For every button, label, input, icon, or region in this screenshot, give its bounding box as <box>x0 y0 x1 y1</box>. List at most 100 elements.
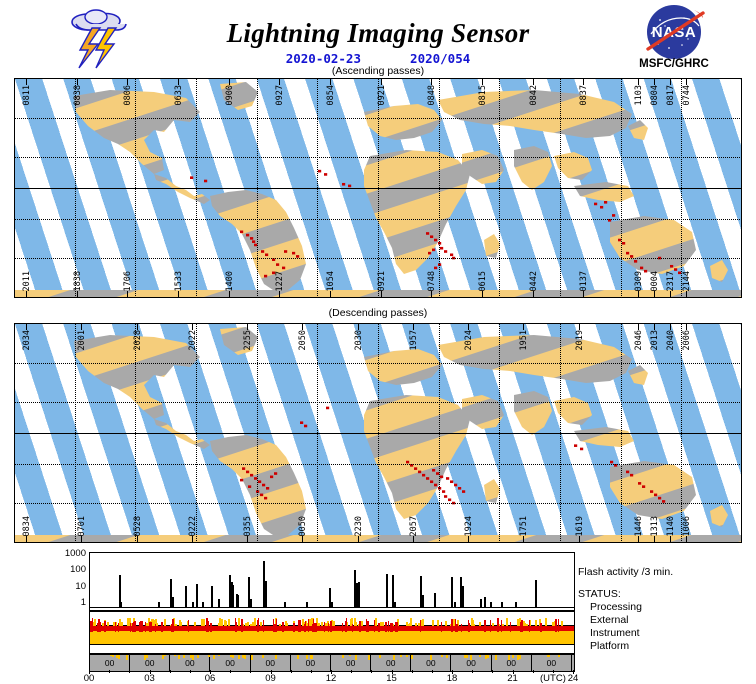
status-red-spike <box>134 621 136 632</box>
status-red-spike <box>206 619 208 632</box>
flash-marker <box>190 176 194 179</box>
flash-marker <box>272 258 276 261</box>
continent-shape <box>574 427 634 447</box>
status-red-spike <box>234 618 237 632</box>
status-amber-spike <box>415 622 418 626</box>
time-tick <box>431 78 433 85</box>
flash-marker <box>261 250 265 253</box>
time-tick <box>654 78 655 85</box>
time-tick-label: 0633 <box>174 85 184 106</box>
status-amber-spike <box>220 619 223 626</box>
status-amber-spike <box>501 624 504 626</box>
descending-map-canvas <box>14 323 742 543</box>
continent-shape <box>710 505 728 527</box>
flash-marker <box>450 253 454 257</box>
hour-cell: 00 <box>170 655 211 671</box>
platform-status-tick <box>411 655 414 658</box>
flash-activity-bar <box>484 596 487 608</box>
status-amber-spike <box>535 620 538 626</box>
time-tick <box>380 78 382 85</box>
time-tick <box>26 78 27 85</box>
continent-shape <box>574 182 634 202</box>
status-panel <box>89 611 575 654</box>
status-amber-spike <box>349 622 352 626</box>
flash-marker <box>422 473 426 477</box>
flash-activity-bar <box>250 598 253 608</box>
time-tick-label: 1706 <box>123 270 134 291</box>
status-amber-spike <box>498 623 501 626</box>
platform-status-tick <box>143 655 146 660</box>
platform-status-tick <box>465 655 468 658</box>
flash-marker <box>594 202 598 206</box>
platform-status-tick <box>392 655 395 660</box>
time-tick <box>686 536 687 543</box>
time-tick-label: 1924 <box>464 515 475 536</box>
status-amber-spike <box>194 621 197 626</box>
time-tick <box>468 323 470 330</box>
time-tick-label: 1400 <box>224 270 235 291</box>
flash-activity-bar <box>120 601 123 608</box>
status-amber-spike <box>422 619 424 626</box>
status-red-spike <box>314 623 316 632</box>
hour-cell: 00 <box>532 655 572 671</box>
time-tick <box>638 323 639 330</box>
platform-status-tick <box>406 655 409 658</box>
flash-activity-plot <box>89 552 575 611</box>
flash-marker <box>204 179 208 183</box>
status-red-spike <box>456 623 458 632</box>
continent-shape <box>364 395 470 519</box>
flash-marker <box>282 266 286 270</box>
status-amber-spike <box>119 619 122 626</box>
time-tick-label: 1751 <box>519 515 530 536</box>
nasa-meatball-logo: NASA <box>624 4 724 60</box>
hour-cell: 00 <box>371 655 412 671</box>
status-amber-spike <box>522 620 525 626</box>
time-tick <box>228 291 230 298</box>
time-tick-label: 0921 <box>376 270 387 291</box>
status-amber-spike <box>491 623 494 626</box>
platform-status-tick <box>161 655 164 659</box>
flash-activity-bar <box>462 585 465 608</box>
descending-passes-map[interactable]: 2034 2001 2028 2022 2255 2050 2030 1957 2024 1951… <box>14 323 742 543</box>
flash-activity-bar <box>460 577 463 608</box>
flash-activity-bar <box>119 575 122 608</box>
status-red-spike <box>187 619 190 632</box>
flash-marker <box>678 271 682 275</box>
legend-status-external: External <box>590 614 629 626</box>
flash-marker <box>262 483 266 487</box>
status-divider-2 <box>90 644 574 645</box>
flash-marker <box>444 250 448 253</box>
status-red-spike <box>341 622 344 632</box>
time-tick <box>532 291 534 298</box>
time-tick-label: 1951 <box>519 330 530 351</box>
status-amber-spike <box>164 619 167 626</box>
status-amber-spike <box>154 619 157 626</box>
flash-marker <box>276 263 280 266</box>
status-red-spike <box>96 622 99 632</box>
time-tick-label: 2034 <box>22 330 32 351</box>
legend-status-platform: Platform <box>590 640 630 652</box>
status-red-spike <box>528 619 531 632</box>
flash-marker <box>630 473 634 477</box>
status-red-spike <box>161 622 163 632</box>
flash-marker <box>610 460 614 464</box>
time-tick-label: 0921 <box>376 85 387 106</box>
status-amber-spike <box>227 619 230 626</box>
time-tick <box>76 78 78 85</box>
platform-status-tick <box>146 655 148 658</box>
time-tick-label: 0848 <box>427 85 438 106</box>
continent-shape <box>74 90 200 174</box>
ascending-passes-map[interactable]: 0811 0838 0806 0633 0900 0927 0854 0921 0848 0815… <box>14 78 742 298</box>
flash-activity-chart[interactable]: 1000 100 10 1 00 00 00 00 00 00 00 00 00 00 00 00 00 03… <box>0 548 756 684</box>
platform-status-tick <box>244 655 246 659</box>
flash-marker <box>242 467 246 470</box>
x-axis-minor-tick <box>129 670 131 673</box>
status-amber-spike <box>246 622 249 626</box>
status-red-spike <box>104 621 106 632</box>
flash-marker <box>430 235 434 239</box>
status-red-spike <box>299 620 301 632</box>
status-amber-spike <box>286 622 288 626</box>
flash-marker <box>440 246 444 250</box>
status-red-spike <box>99 622 101 632</box>
platform-status-tick <box>212 655 215 659</box>
